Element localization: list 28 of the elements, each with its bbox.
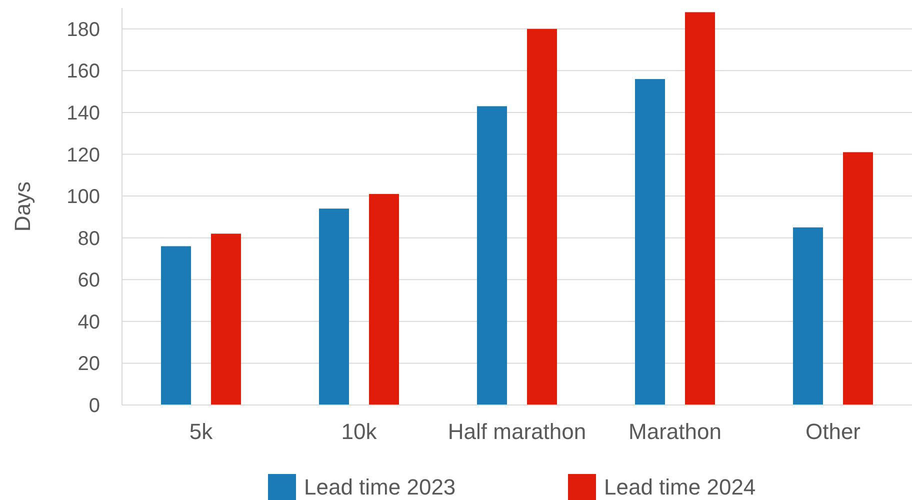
y-tick-label: 40 bbox=[78, 311, 100, 334]
legend-label: Lead time 2023 bbox=[304, 474, 456, 500]
bar bbox=[319, 208, 349, 405]
bar bbox=[477, 106, 507, 405]
bar bbox=[211, 234, 241, 405]
bar bbox=[685, 12, 715, 405]
x-tick-label: 10k bbox=[341, 419, 378, 444]
y-axis-title: Days bbox=[10, 181, 35, 232]
x-tick-label: Half marathon bbox=[448, 419, 586, 444]
legend-label: Lead time 2024 bbox=[604, 474, 756, 500]
y-tick-label: 60 bbox=[78, 270, 100, 292]
y-tick-label: 140 bbox=[66, 102, 100, 124]
y-tick-label: 80 bbox=[78, 228, 100, 250]
bar bbox=[527, 28, 557, 405]
y-tick-label: 20 bbox=[78, 353, 100, 376]
y-tick-label: 180 bbox=[66, 18, 100, 41]
bar bbox=[793, 227, 823, 405]
y-tick-label: 100 bbox=[66, 186, 100, 208]
bar bbox=[161, 246, 191, 405]
y-tick-label: 0 bbox=[88, 395, 100, 417]
bar bbox=[369, 194, 399, 405]
bar bbox=[635, 79, 665, 405]
bar bbox=[843, 152, 873, 405]
x-tick-label: Marathon bbox=[628, 419, 722, 444]
x-tick-label: Other bbox=[805, 419, 861, 444]
y-tick-label: 160 bbox=[66, 60, 100, 83]
x-tick-label: 5k bbox=[189, 419, 214, 444]
y-tick-label: 120 bbox=[66, 144, 100, 166]
